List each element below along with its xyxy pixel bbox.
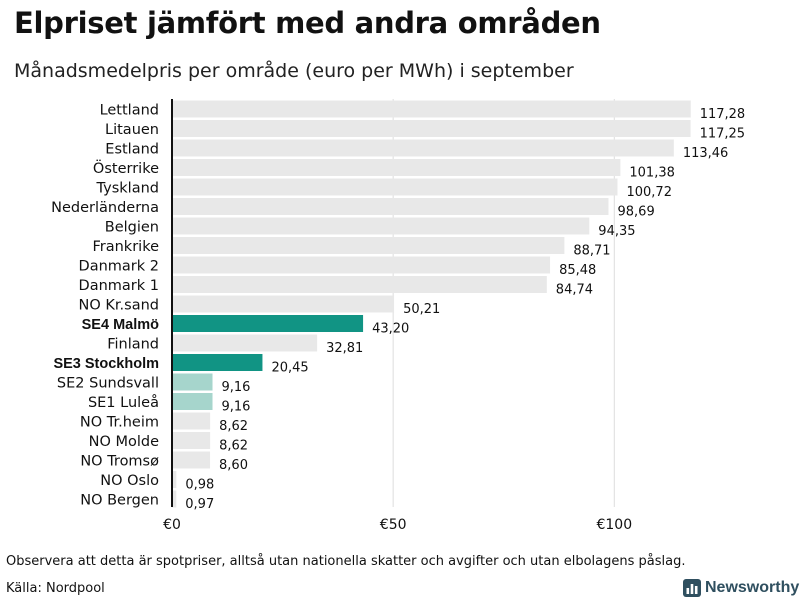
value-label: 85,48 xyxy=(559,263,596,278)
x-axis-ticks: €0 €50 €100 xyxy=(163,517,632,533)
bar xyxy=(172,432,211,449)
value-label: 84,74 xyxy=(556,283,593,298)
bar xyxy=(172,412,211,430)
bar xyxy=(172,490,177,508)
value-labels: 117,28 117,25 113,46 101,38 100,72 98,69 94,35… xyxy=(185,107,745,512)
value-label: 8,62 xyxy=(219,439,248,454)
footnote: Observera att detta är spotpriser, allts… xyxy=(6,554,686,569)
bar xyxy=(172,334,318,352)
category-label: NO Oslo xyxy=(100,473,159,489)
category-label: SE2 Sundsvall xyxy=(57,376,159,392)
value-label: 8,60 xyxy=(219,458,248,473)
category-label: Danmark 2 xyxy=(79,259,159,275)
category-label: NO Bergen xyxy=(80,493,159,509)
bar xyxy=(172,237,565,254)
value-label: 88,71 xyxy=(573,244,610,259)
value-label: 117,25 xyxy=(700,127,746,142)
bar xyxy=(172,451,211,469)
value-label: 117,28 xyxy=(700,107,746,122)
value-label: 8,62 xyxy=(219,419,248,434)
value-label: 50,21 xyxy=(403,302,440,317)
category-label: NO Kr.sand xyxy=(79,298,159,314)
bar xyxy=(172,217,590,235)
category-label: Belgien xyxy=(105,220,159,236)
value-label: 94,35 xyxy=(598,224,635,239)
bar xyxy=(172,256,551,274)
bar-chart-logo-icon xyxy=(683,579,701,597)
category-label: Tyskland xyxy=(96,181,159,197)
bar xyxy=(172,100,691,118)
category-label: SE3 Stockholm xyxy=(53,356,159,372)
value-label: 98,69 xyxy=(618,205,655,220)
bar xyxy=(172,198,609,215)
value-label: 9,16 xyxy=(222,380,251,395)
value-label: 43,20 xyxy=(372,322,409,337)
bar xyxy=(172,159,621,176)
category-label: NO Tromsø xyxy=(80,454,159,470)
value-label: 113,46 xyxy=(683,146,729,161)
newsworthy-logo: Newsworthy xyxy=(683,577,799,599)
bar xyxy=(172,471,177,488)
bar xyxy=(172,178,618,196)
value-label: 9,16 xyxy=(222,400,251,415)
category-label: Nederländerna xyxy=(51,200,159,216)
category-label: SE4 Malmö xyxy=(82,317,159,333)
bar xyxy=(172,393,213,410)
bar xyxy=(172,295,395,313)
category-label: Lettland xyxy=(100,103,159,119)
bar xyxy=(172,276,547,293)
category-label: Estland xyxy=(105,142,159,158)
value-label: 0,97 xyxy=(185,497,214,512)
value-label: 20,45 xyxy=(271,361,308,376)
category-label: Österrike xyxy=(93,159,159,177)
x-tick-label: €0 xyxy=(163,517,181,533)
source-note: Källa: Nordpool xyxy=(6,581,105,596)
bar xyxy=(172,120,691,137)
category-label: NO Molde xyxy=(89,434,159,450)
category-label: Danmark 1 xyxy=(79,278,159,294)
category-label: Litauen xyxy=(105,122,159,138)
x-tick-label: €50 xyxy=(380,517,407,533)
bar xyxy=(172,315,364,332)
brand-name: Newsworthy xyxy=(705,579,800,596)
category-label: Frankrike xyxy=(92,239,159,255)
value-label: 0,98 xyxy=(185,478,214,493)
chart-subtitle: Månadsmedelpris per område (euro per MWh… xyxy=(14,60,574,82)
value-label: 101,38 xyxy=(629,166,675,181)
value-label: 100,72 xyxy=(626,185,672,200)
category-label: NO Tr.heim xyxy=(80,415,159,431)
category-label: SE1 Luleå xyxy=(88,394,159,411)
x-tick-label: €100 xyxy=(596,517,632,533)
value-label: 32,81 xyxy=(326,341,363,356)
bar xyxy=(172,354,263,371)
bar xyxy=(172,373,213,391)
bars xyxy=(172,100,691,508)
chart-title: Elpriset jämfört med andra områden xyxy=(14,6,601,40)
bar xyxy=(172,139,674,157)
category-label: Finland xyxy=(107,337,159,353)
